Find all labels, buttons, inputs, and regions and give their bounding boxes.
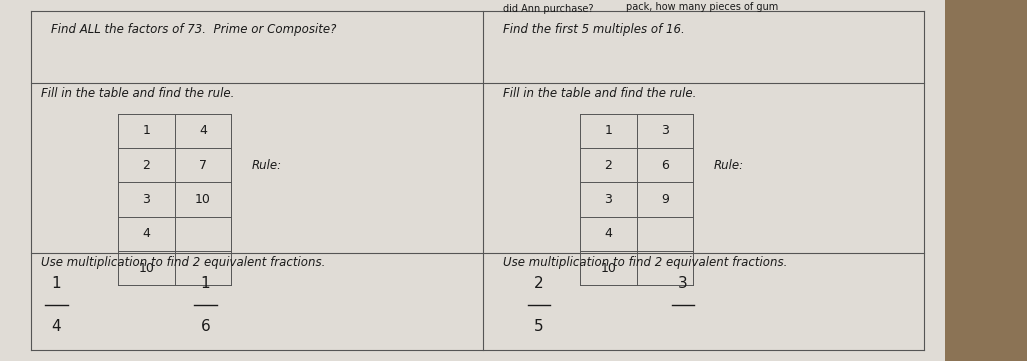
Text: 1: 1 [51,276,62,291]
Text: Fill in the table and find the rule.: Fill in the table and find the rule. [503,87,696,100]
Text: 6: 6 [200,319,211,334]
Text: pack, how many pieces of gum: pack, how many pieces of gum [626,2,778,12]
Text: Find the first 5 multiples of 16.: Find the first 5 multiples of 16. [503,23,685,36]
Text: 6: 6 [661,158,669,172]
Text: 3: 3 [661,124,669,138]
Text: 3: 3 [678,276,688,291]
Text: 5: 5 [534,319,544,334]
Text: 10: 10 [195,193,211,206]
Text: 1: 1 [200,276,211,291]
Text: 2: 2 [143,158,150,172]
Text: did Ann purchase?: did Ann purchase? [503,4,594,14]
Text: 2: 2 [605,158,612,172]
Text: 4: 4 [199,124,206,138]
Text: Rule:: Rule: [714,158,744,172]
Text: 10: 10 [601,261,616,275]
Text: 3: 3 [143,193,150,206]
Text: 4: 4 [143,227,150,240]
Text: Find ALL the factors of 73.  Prime or Composite?: Find ALL the factors of 73. Prime or Com… [51,23,337,36]
Text: 4: 4 [605,227,612,240]
Text: 9: 9 [661,193,669,206]
Text: 3: 3 [605,193,612,206]
Text: Rule:: Rule: [252,158,281,172]
Text: 7: 7 [199,158,206,172]
Text: 1: 1 [605,124,612,138]
Text: 2: 2 [534,276,544,291]
Text: Use multiplication to find 2 equivalent fractions.: Use multiplication to find 2 equivalent … [41,256,326,269]
Text: 1: 1 [143,124,150,138]
Text: 10: 10 [139,261,154,275]
Text: 4: 4 [51,319,62,334]
Text: Fill in the table and find the rule.: Fill in the table and find the rule. [41,87,234,100]
Text: Use multiplication to find 2 equivalent fractions.: Use multiplication to find 2 equivalent … [503,256,788,269]
